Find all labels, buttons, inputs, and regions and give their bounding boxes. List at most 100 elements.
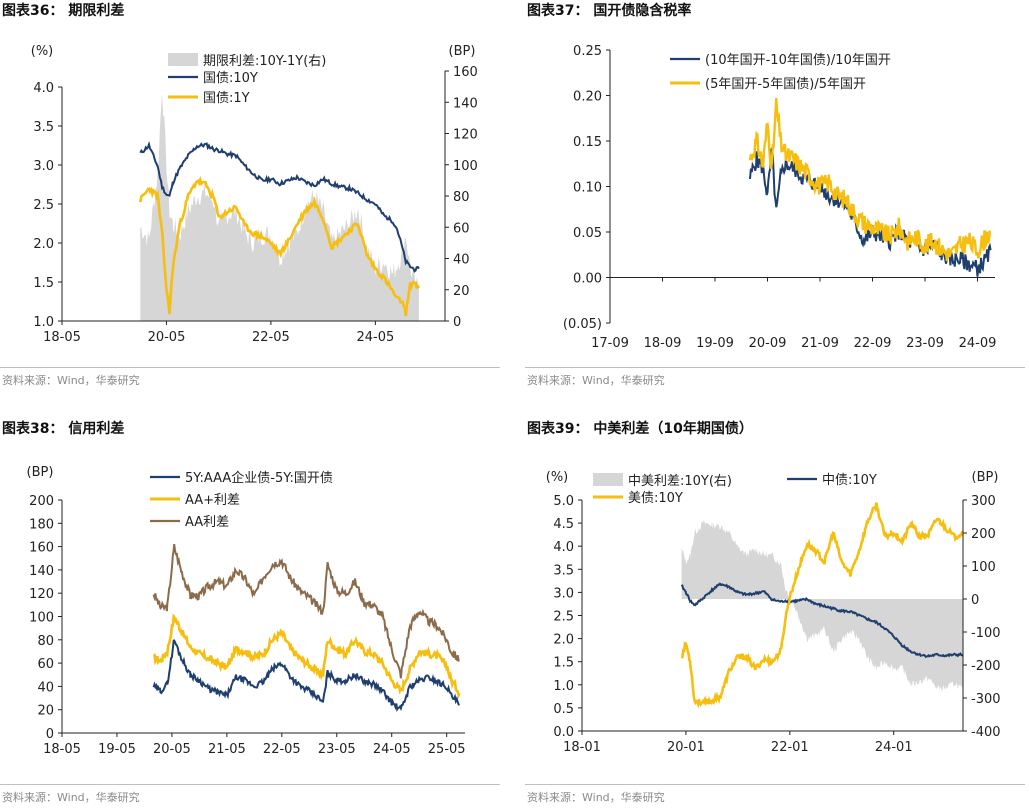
y-tick-label: 1.5 [553,656,574,671]
y-tick-label: 40 [37,680,54,695]
y-unit-label: (%) [31,44,54,59]
y2-tick-label: 20 [453,284,470,299]
y-tick-label: 4.5 [553,517,574,532]
y-tick-label: 100 [29,611,54,626]
y-tick-label: 0.20 [573,90,602,105]
spread-area [140,93,419,321]
y2-tick-label: 100 [453,159,478,174]
y-tick-label: (0.05) [563,317,602,332]
series-aa-line [152,543,460,679]
x-tick-label: 19-09 [696,336,734,351]
legend-label: AA+利差 [185,493,240,508]
chart-36: 18-05 20-05 22-05 24-05 1.0 1.5 2.0 2.5 3.0 3.5 4.… [31,44,478,345]
series-us10y-line [680,502,964,709]
chart-39: 18-01 20-01 22-01 24-01 0.0 0.5 1.0 1.5 2.0 2.5 3.… [546,470,1001,755]
y2-tick-label: 100 [971,560,996,575]
legend-label: 5Y:AAA企业债-5Y:国开债 [185,470,333,486]
x-tick-label: 24-09 [959,336,997,351]
chart-37: 17-09 18-09 19-09 20-09 21-09 22-09 23-09 24-09… [563,44,997,351]
chart-panel-39: 图表39： 中美利差（10年期国债） 18-01 20-01 22-01 24-01 0… [525,418,1025,808]
y-tick-label: 0.15 [573,135,602,150]
y-tick-label: 0.25 [573,44,602,59]
y2-tick-label: 160 [453,65,478,80]
y2-tick-label: 0 [971,593,979,608]
series-5y-ratio-line [748,98,992,262]
x-tick-label: 20-09 [749,336,787,351]
legend-label: 国债:10Y [203,71,258,86]
series-10y-line [139,140,420,273]
chart-38: 18-05 19-05 20-05 21-05 22-05 23-05 24-05 25-05… [27,465,466,757]
chart-panel-38: 图表38： 信用利差 18-05 19-05 20-05 21-05 22-05 23-0… [0,418,500,808]
y-tick-label: 120 [29,587,54,602]
y-tick-label: 1.0 [553,679,574,694]
x-tick-label: 20-01 [667,740,705,755]
y-unit-label: (BP) [27,465,54,480]
x-tick-label: 18-05 [43,330,81,345]
x-tick-label: 24-05 [373,742,411,757]
y-unit-label: (%) [546,470,569,485]
y-tick-label: 0.00 [573,272,602,287]
y-tick-label: 0.5 [553,702,574,717]
x-tick-label: 22-09 [854,336,892,351]
y-tick-label: 3.0 [553,586,574,601]
y-tick-label: 80 [37,634,54,649]
y2-tick-label: -100 [971,626,1001,641]
legend-label: 美债:10Y [628,491,683,506]
legend-swatch [593,473,623,486]
y2-unit-label: (BP) [972,470,999,485]
x-tick-label: 22-05 [263,742,301,757]
x-tick-label: 17-09 [591,336,629,351]
y-tick-label: 180 [29,517,54,532]
x-tick-label: 18-05 [43,742,81,757]
y-tick-label: 140 [29,564,54,579]
source-note: 资料来源：Wind，华泰研究 [2,791,140,804]
source-note: 资料来源：Wind，华泰研究 [527,791,665,804]
source-note: 资料来源：Wind，华泰研究 [2,374,140,387]
y-tick-label: 4.0 [553,540,574,555]
y2-tick-label: 80 [453,190,470,205]
y2-tick-label: 120 [453,128,478,143]
y-tick-label: 4.0 [33,81,54,96]
y-tick-label: 2.5 [33,198,54,213]
x-tick-label: 19-05 [98,742,136,757]
x-tick-label: 21-09 [801,336,839,351]
y-tick-label: 0.0 [553,725,574,740]
divider [0,784,500,785]
x-tick-label: 23-05 [318,742,356,757]
legend-label: 中美利差:10Y(右) [628,474,732,489]
legend-label: (5年国开-5年国债)/5年国开 [705,77,866,92]
legend-label: 国债:1Y [203,91,250,106]
chart-panel-36: 图表36： 期限利差 18-05 20-05 22-05 24-05 1.0 1.5 2.0… [0,0,500,390]
source-note: 资料来源：Wind，华泰研究 [527,374,665,387]
divider [525,784,1025,785]
divider [525,367,1025,368]
y2-tick-label: 300 [971,494,996,509]
y-tick-label: 200 [29,494,54,509]
series-cn10y-line [680,581,964,659]
x-tick-label: 24-01 [875,740,913,755]
y-tick-label: 20 [37,704,54,719]
series-aaplus-line [153,613,461,699]
series-aaa-line [152,639,461,713]
y2-tick-label: 40 [453,253,470,268]
series-10y-ratio-line [749,147,992,277]
x-tick-label: 20-05 [153,742,191,757]
legend-label: 期限利差:10Y-1Y(右) [203,54,326,69]
y2-tick-label: 60 [453,221,470,236]
y-tick-label: 3.0 [33,159,54,174]
chart-title-38: 图表38： 信用利差 [2,421,125,437]
y-tick-label: 2.0 [553,633,574,648]
chart-title-37: 图表37： 国开债隐含税率 [527,3,692,19]
y2-tick-label: 140 [453,96,478,111]
y-tick-label: 5.0 [553,494,574,509]
y-tick-label: 0 [46,727,54,742]
legend-label: 中债:10Y [822,473,877,488]
x-tick-label: 24-05 [356,330,394,345]
y2-tick-label: 200 [971,527,996,542]
y-tick-label: 2.0 [33,237,54,252]
y-tick-label: 3.5 [553,563,574,578]
legend-label: (10年国开-10年国债)/10年国开 [705,53,891,68]
x-tick-label: 22-05 [252,330,290,345]
x-tick-label: 23-09 [906,336,944,351]
x-tick-label: 25-05 [428,742,466,757]
